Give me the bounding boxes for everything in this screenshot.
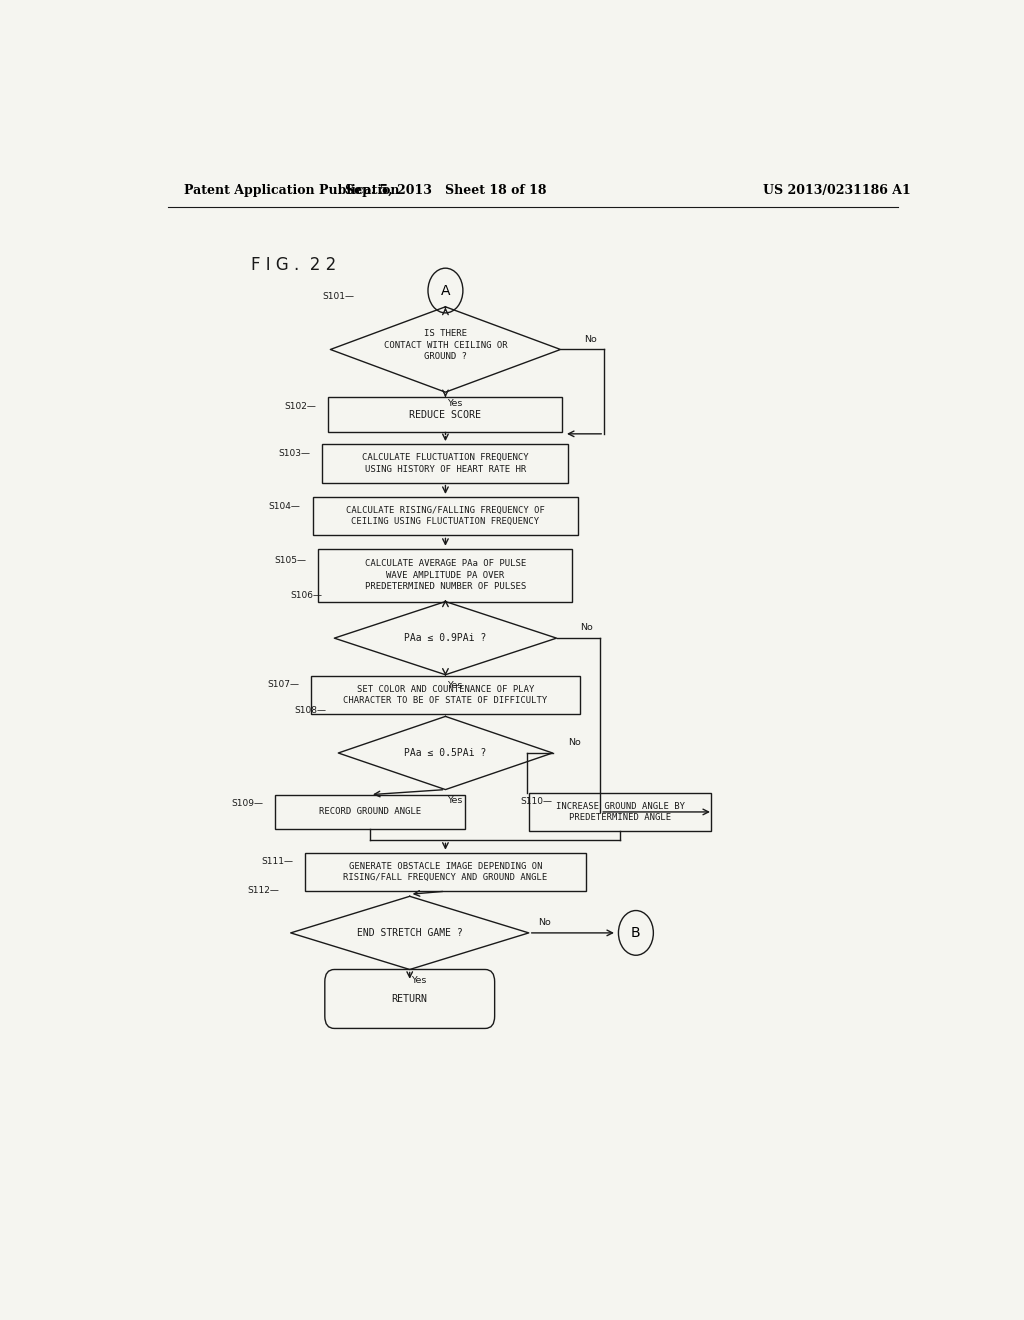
Text: GENERATE OBSTACLE IMAGE DEPENDING ON
RISING/FALL FREQUENCY AND GROUND ANGLE: GENERATE OBSTACLE IMAGE DEPENDING ON RIS… [343, 862, 548, 882]
Text: SET COLOR AND COUNTENANCE OF PLAY
CHARACTER TO BE OF STATE OF DIFFICULTY: SET COLOR AND COUNTENANCE OF PLAY CHARAC… [343, 685, 548, 705]
Text: S108—: S108— [295, 706, 327, 715]
Text: S104—: S104— [269, 502, 301, 511]
Text: S103—: S103— [279, 449, 311, 458]
Text: CALCULATE AVERAGE PAa OF PULSE
WAVE AMPLITUDE PA OVER
PREDETERMINED NUMBER OF PU: CALCULATE AVERAGE PAa OF PULSE WAVE AMPL… [365, 560, 526, 591]
Text: Yes: Yes [447, 796, 463, 805]
Text: Yes: Yes [447, 681, 463, 690]
Bar [323, 444, 568, 483]
Text: US 2013/0231186 A1: US 2013/0231186 A1 [763, 185, 910, 198]
Text: S109—: S109— [231, 800, 263, 808]
Bar [329, 397, 562, 432]
Text: Sep. 5, 2013   Sheet 18 of 18: Sep. 5, 2013 Sheet 18 of 18 [345, 185, 546, 198]
Text: REDUCE SCORE: REDUCE SCORE [410, 409, 481, 420]
Text: S105—: S105— [274, 557, 307, 565]
Text: Yes: Yes [412, 975, 427, 985]
Bar [318, 549, 572, 602]
Text: B: B [631, 925, 641, 940]
Text: CALCULATE FLUCTUATION FREQUENCY
USING HISTORY OF HEART RATE HR: CALCULATE FLUCTUATION FREQUENCY USING HI… [362, 453, 528, 474]
Bar [312, 496, 579, 536]
Text: S112—: S112— [247, 886, 279, 895]
Bar [304, 853, 587, 891]
Text: No: No [585, 335, 597, 343]
Text: F I G .  2 2: F I G . 2 2 [251, 256, 336, 275]
Text: S110—: S110— [521, 797, 553, 807]
Text: Yes: Yes [447, 399, 463, 408]
Text: PAa ≤ 0.9PAi ?: PAa ≤ 0.9PAi ? [404, 634, 486, 643]
Text: INCREASE GROUND ANGLE BY
PREDETERMINED ANGLE: INCREASE GROUND ANGLE BY PREDETERMINED A… [556, 801, 684, 822]
Text: S111—: S111— [261, 857, 293, 866]
Text: END STRETCH GAME ?: END STRETCH GAME ? [356, 928, 463, 939]
Text: S106—: S106— [291, 591, 323, 601]
Text: PAa ≤ 0.5PAi ?: PAa ≤ 0.5PAi ? [404, 748, 486, 758]
Text: S101—: S101— [323, 292, 354, 301]
Text: S107—: S107— [267, 680, 299, 689]
Bar [310, 676, 581, 714]
Text: RECORD GROUND ANGLE: RECORD GROUND ANGLE [319, 808, 421, 817]
Text: A: A [440, 284, 451, 297]
Bar [274, 795, 465, 829]
Text: IS THERE
CONTACT WITH CEILING OR
GROUND ?: IS THERE CONTACT WITH CEILING OR GROUND … [384, 330, 507, 362]
Bar [528, 792, 712, 832]
Text: CALCULATE RISING/FALLING FREQUENCY OF
CEILING USING FLUCTUATION FREQUENCY: CALCULATE RISING/FALLING FREQUENCY OF CE… [346, 506, 545, 527]
Text: Patent Application Publication: Patent Application Publication [183, 185, 399, 198]
Text: S102—: S102— [285, 401, 316, 411]
Text: No: No [581, 623, 593, 632]
Text: RETURN: RETURN [392, 994, 428, 1005]
Text: No: No [568, 738, 582, 747]
Text: No: No [539, 919, 551, 927]
